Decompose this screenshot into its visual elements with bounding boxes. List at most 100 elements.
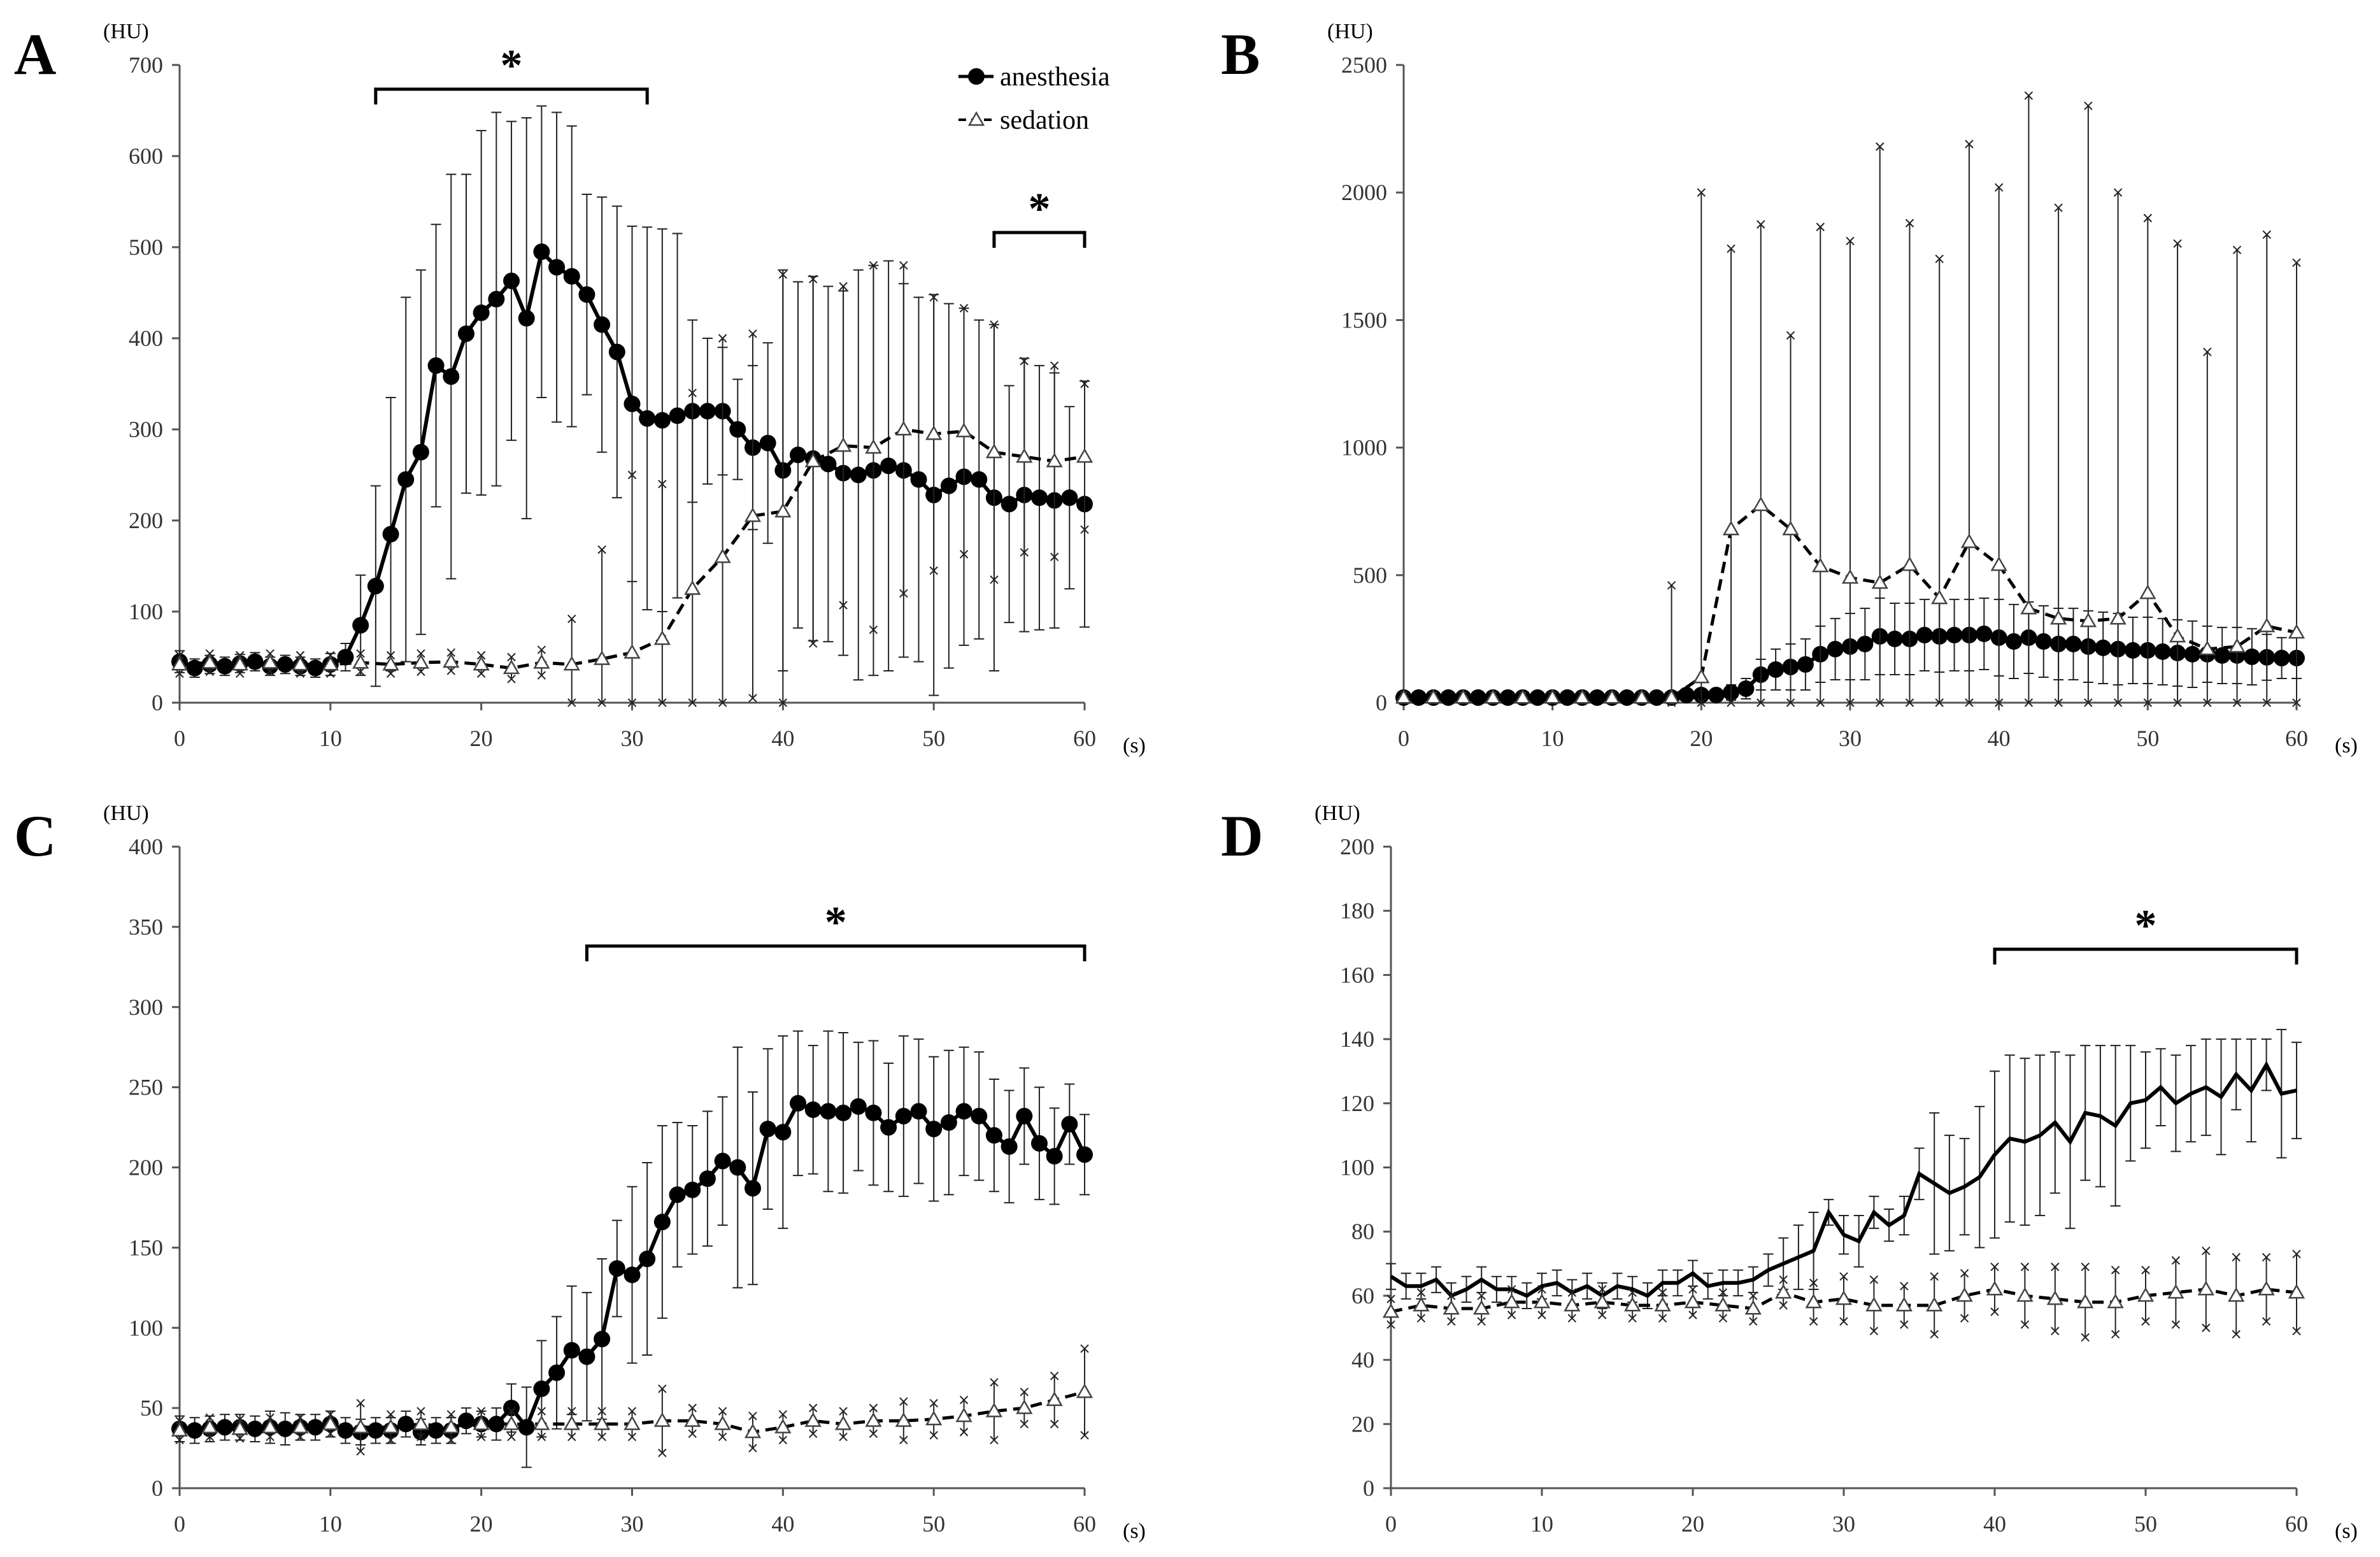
data-point	[322, 656, 339, 671]
data-point	[1812, 557, 1829, 573]
error-cap	[2143, 213, 2153, 222]
error-cap	[1846, 236, 1855, 245]
error-cap	[1960, 1314, 1969, 1323]
data-point	[925, 1121, 943, 1138]
error-cap	[688, 389, 697, 398]
y-tick-label: 80	[1351, 1219, 1374, 1244]
error-cap	[808, 639, 818, 648]
x-tick-label: 50	[922, 1511, 945, 1537]
data-point	[2046, 1290, 2063, 1305]
error-cap	[1905, 219, 1914, 227]
error-cap	[1416, 1288, 1426, 1297]
error-cap	[266, 649, 274, 658]
error-cap	[386, 669, 395, 678]
data-point	[744, 1180, 761, 1197]
error-cap	[1080, 379, 1089, 389]
data-point	[684, 1181, 701, 1198]
error-cap	[688, 698, 697, 707]
data-point	[895, 420, 912, 436]
data-point	[533, 243, 550, 261]
data-point	[1046, 452, 1063, 468]
error-cap	[326, 650, 335, 660]
error-cap	[2262, 230, 2271, 239]
error-cap	[839, 1407, 848, 1416]
error-cap	[748, 694, 757, 703]
error-cap	[2141, 1265, 2150, 1275]
data-point	[593, 650, 611, 665]
data-point	[1684, 1293, 1702, 1309]
data-point	[1871, 574, 1888, 589]
data-point	[2139, 584, 2156, 599]
error-cap	[2232, 698, 2242, 707]
data-point	[639, 1250, 656, 1267]
error-cap	[1965, 698, 1974, 707]
data-point	[759, 434, 776, 452]
data-point	[2167, 1284, 2184, 1299]
x-tick-label: 0	[1398, 726, 1409, 751]
data-point	[835, 1104, 852, 1121]
legend-label-sedation: sedation	[1000, 106, 1089, 135]
data-point	[171, 1421, 189, 1437]
data-point	[820, 1103, 837, 1120]
error-cap	[1688, 1310, 1697, 1319]
error-cap	[1905, 698, 1914, 707]
data-point	[653, 1214, 671, 1231]
data-point	[790, 447, 807, 464]
data-point	[774, 1418, 792, 1433]
error-cap	[1658, 1288, 1667, 1297]
data-point	[744, 1423, 762, 1439]
y-tick-label: 400	[129, 326, 163, 351]
error-cap	[2081, 1262, 2090, 1272]
data-point	[714, 1415, 731, 1430]
data-point	[2169, 628, 2186, 643]
data-point	[533, 654, 550, 669]
data-point	[231, 1420, 248, 1435]
data-point	[804, 452, 822, 468]
data-point	[1946, 626, 1963, 643]
y-tick-label: 1500	[1341, 307, 1387, 333]
x-unit-label: (s)	[2335, 734, 2358, 757]
y-tick-label: 200	[129, 508, 163, 533]
data-point	[729, 421, 746, 438]
error-cap	[839, 1432, 848, 1442]
data-point	[820, 456, 837, 473]
error-cap	[1990, 1307, 1999, 1316]
y-tick-label: 140	[1340, 1026, 1374, 1052]
error-cap	[2054, 203, 2063, 212]
data-point	[971, 1107, 988, 1124]
y-unit-label: (HU)	[103, 801, 149, 825]
y-tick-label: 300	[129, 994, 163, 1020]
data-point	[1382, 1303, 1400, 1318]
y-tick-label: 180	[1340, 898, 1374, 924]
error-cap	[1749, 1317, 1758, 1326]
data-point	[1633, 689, 1651, 704]
data-point	[412, 443, 429, 461]
y-unit-label: (HU)	[103, 20, 149, 43]
error-cap	[1020, 548, 1029, 557]
error-cap	[1930, 1272, 1939, 1281]
error-cap	[1080, 1431, 1089, 1440]
error-cap	[2113, 188, 2123, 197]
y-tick-label: 250	[129, 1075, 163, 1100]
data-point	[1076, 1383, 1094, 1398]
data-point	[563, 268, 580, 285]
data-point	[307, 659, 324, 677]
error-cap	[296, 1413, 305, 1422]
error-cap	[1477, 1317, 1486, 1326]
data-point	[1410, 689, 1427, 706]
error-cap	[1990, 1262, 1999, 1272]
error-cap	[899, 261, 908, 270]
error-cap	[446, 648, 456, 657]
error-cap	[627, 470, 637, 480]
data-point	[653, 1412, 671, 1427]
error-cap	[266, 1432, 274, 1442]
data-point	[2020, 599, 2037, 615]
error-cap	[1935, 254, 1944, 264]
error-cap	[537, 1432, 546, 1442]
error-cap	[2020, 1262, 2030, 1272]
data-point	[1693, 668, 1710, 684]
data-point	[1990, 556, 2007, 571]
data-point	[1752, 496, 1769, 512]
error-cap	[658, 480, 667, 489]
